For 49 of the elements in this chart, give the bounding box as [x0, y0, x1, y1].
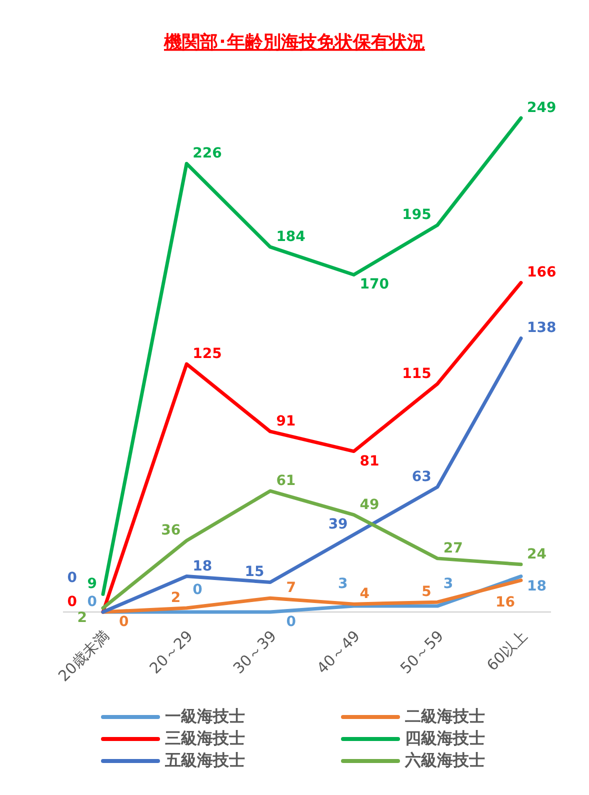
data-label: 27: [443, 540, 463, 556]
data-label: 39: [328, 516, 348, 533]
legend-label: 三級海技士: [165, 728, 245, 748]
data-label: 4: [360, 586, 370, 602]
data-label: 249: [527, 100, 556, 116]
x-tick-label: 40～49: [313, 626, 364, 678]
data-label: 63: [412, 469, 432, 486]
data-label: 0: [192, 582, 203, 598]
data-label: 18: [527, 578, 546, 594]
legend-label: 二級海技士: [405, 706, 485, 726]
data-label: 125: [192, 346, 222, 362]
chart-title: 機関部･年齢別海技免状保有状況: [163, 32, 425, 53]
data-label: 61: [276, 472, 296, 489]
data-label: 49: [360, 496, 380, 513]
data-label: 18: [192, 558, 212, 574]
data-label: 3: [338, 576, 348, 592]
data-label: 184: [276, 228, 306, 245]
legend-label: 四級海技士: [405, 728, 485, 748]
legend-label: 一級海技士: [165, 706, 245, 726]
data-label: 166: [527, 264, 556, 281]
x-tick-label: 50～59: [396, 626, 448, 678]
data-label: 7: [286, 580, 296, 596]
data-label: 0: [67, 594, 78, 610]
data-label: 15: [244, 564, 264, 580]
data-label: 5: [422, 584, 432, 600]
data-label: 2: [170, 590, 181, 606]
data-label: 115: [402, 366, 432, 382]
data-label: 226: [192, 146, 222, 162]
data-label: 91: [276, 413, 296, 430]
data-label: 81: [360, 453, 380, 470]
x-tick-label: 60以上: [483, 626, 531, 674]
x-tick-label: 20歳未満: [54, 626, 113, 686]
data-label: 24: [527, 546, 547, 562]
x-tick-label: 30～39: [230, 626, 280, 678]
x-tick-label: 20～29: [146, 626, 196, 678]
data-label: 16: [496, 594, 515, 610]
data-label: 0: [67, 570, 78, 586]
data-label: 9: [87, 576, 97, 592]
data-label: 138: [527, 320, 556, 336]
data-label: 0: [286, 614, 296, 630]
legend-label: 六級海技士: [404, 750, 485, 770]
data-label: 0: [87, 594, 98, 610]
data-label: 3: [443, 576, 454, 592]
data-label: 0: [119, 614, 129, 630]
data-label: 2: [77, 610, 87, 626]
legend-label: 五級海技士: [164, 750, 245, 770]
data-label: 36: [161, 522, 181, 539]
data-label: 195: [402, 207, 432, 224]
data-label: 170: [360, 276, 390, 293]
